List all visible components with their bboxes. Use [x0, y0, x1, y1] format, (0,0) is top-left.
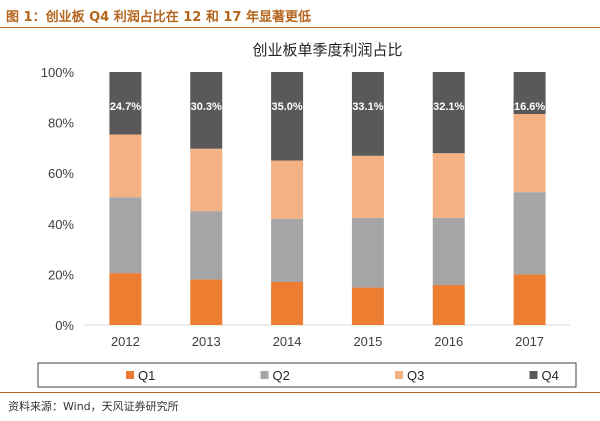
bar-segment-q2-2014 — [271, 218, 304, 282]
x-tick-label: 2017 — [515, 334, 544, 349]
data-label-q4: 24.7% — [110, 101, 141, 113]
bar-segment-q4-2012 — [109, 72, 142, 135]
y-tick-label: 80% — [48, 116, 74, 131]
x-tick-label: 2014 — [273, 334, 302, 349]
legend-label-q3: Q3 — [407, 368, 424, 383]
data-label-q4: 32.1% — [433, 101, 464, 113]
data-label-q4: 30.3% — [191, 101, 222, 113]
bar-segment-q3-2012 — [109, 134, 142, 198]
caption-divider — [0, 27, 600, 28]
x-tick-label: 2015 — [353, 334, 382, 349]
bar-segment-q4-2014 — [271, 72, 304, 161]
y-tick-label: 60% — [48, 166, 74, 181]
chart-frame: 创业板单季度利润占比 0% 20% 40% 60% 80% 100% 24.7% 2012 30.… — [0, 30, 600, 393]
legend-label-q1: Q1 — [138, 368, 155, 383]
figure-caption: 图 1：创业板 Q4 利润占比在 12 和 17 年显著更低 — [6, 10, 312, 25]
bar-segment-q4-2017 — [513, 72, 546, 114]
bar-segment-q1-2013 — [190, 279, 223, 325]
bar-segment-q4-2013 — [190, 72, 223, 149]
bar-segment-q4-2016 — [432, 72, 465, 154]
data-label-q4: 33.1% — [352, 101, 383, 113]
y-tick-label: 0% — [55, 318, 74, 333]
source-note: 资料来源：Wind，天风证券研究所 — [8, 400, 179, 413]
legend-swatch-q4 — [529, 371, 538, 379]
bar-segment-q3-2017 — [513, 113, 546, 193]
x-tick-label: 2012 — [111, 334, 140, 349]
chart-title: 创业板单季度利润占比 — [252, 41, 402, 59]
legend-swatch-q3 — [395, 371, 403, 379]
bar-segment-q3-2014 — [271, 160, 304, 219]
y-tick-label: 20% — [48, 267, 74, 282]
bar-segment-q3-2015 — [351, 155, 384, 218]
x-tick-label: 2013 — [192, 334, 221, 349]
legend-label-q4: Q4 — [542, 368, 559, 383]
data-label-q4: 16.6% — [514, 101, 545, 113]
stacked-bar-chart: 创业板单季度利润占比 0% 20% 40% 60% 80% 100% 24.7% 2012 30.… — [37, 41, 577, 388]
bar-segment-q2-2012 — [109, 197, 142, 274]
legend-box — [37, 362, 577, 388]
bar-segment-q1-2015 — [351, 287, 384, 325]
y-tick-label: 100% — [41, 65, 75, 80]
bar-segment-q2-2016 — [432, 217, 465, 286]
bar-segment-q3-2016 — [432, 153, 465, 218]
bar-segment-q1-2012 — [109, 273, 142, 325]
bar-segment-q2-2013 — [190, 211, 223, 280]
legend-swatch-q1 — [126, 371, 134, 379]
bar-segment-q1-2017 — [513, 274, 546, 325]
y-tick-label: 40% — [48, 217, 74, 232]
bar-segment-q1-2014 — [271, 281, 304, 325]
bar-segment-q4-2015 — [351, 72, 384, 156]
legend-swatch-q2 — [260, 371, 269, 379]
x-tick-label: 2016 — [434, 334, 463, 349]
bar-segment-q2-2015 — [351, 217, 384, 288]
data-label-q4: 35.0% — [271, 101, 302, 113]
bar-segment-q2-2017 — [513, 192, 546, 275]
legend-label-q2: Q2 — [273, 368, 290, 383]
bar-segment-q1-2016 — [432, 285, 465, 325]
bar-segment-q3-2013 — [190, 148, 223, 212]
